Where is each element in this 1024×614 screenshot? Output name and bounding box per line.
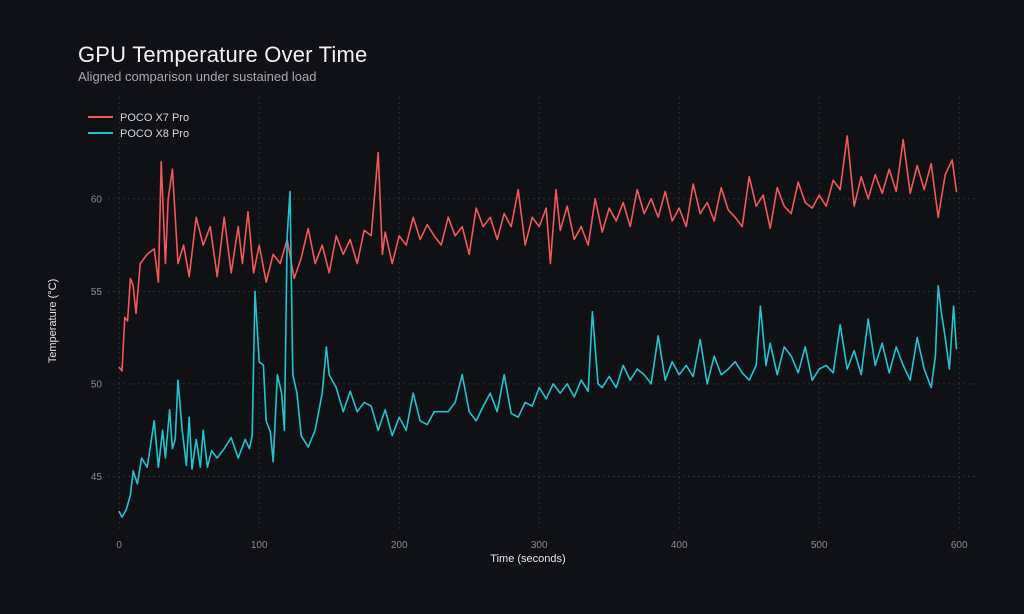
series-lines — [118, 135, 958, 519]
x-tick-label: 200 — [391, 540, 408, 551]
x-axis-label: Time (seconds) — [490, 553, 565, 565]
legend: POCO X7 Pro POCO X8 Pro — [88, 112, 189, 140]
y-axis-ticks: 45 50 55 60 — [91, 194, 103, 483]
y-tick-label: 55 — [91, 287, 103, 298]
series-line-poco-x7-pro — [118, 135, 958, 372]
chart-title: GPU Temperature Over Time — [78, 42, 368, 67]
x-tick-label: 300 — [531, 540, 548, 551]
x-tick-label: 500 — [811, 540, 828, 551]
x-tick-label: 600 — [951, 540, 968, 551]
x-tick-label: 100 — [251, 540, 268, 551]
y-axis-label: Temperature (°C) — [47, 279, 59, 363]
x-axis-ticks: 0 100 200 300 400 500 600 — [116, 540, 968, 551]
legend-label-poco-x8-pro: POCO X8 Pro — [120, 128, 189, 140]
legend-label-poco-x7-pro: POCO X7 Pro — [120, 112, 189, 124]
grid — [108, 97, 976, 532]
series-line-poco-x8-pro — [118, 190, 958, 519]
chart-subtitle: Aligned comparison under sustained load — [78, 69, 317, 84]
y-tick-label: 50 — [91, 379, 103, 390]
x-tick-label: 0 — [116, 540, 122, 551]
y-tick-label: 45 — [91, 472, 103, 483]
y-tick-label: 60 — [91, 194, 103, 205]
x-tick-label: 400 — [671, 540, 688, 551]
